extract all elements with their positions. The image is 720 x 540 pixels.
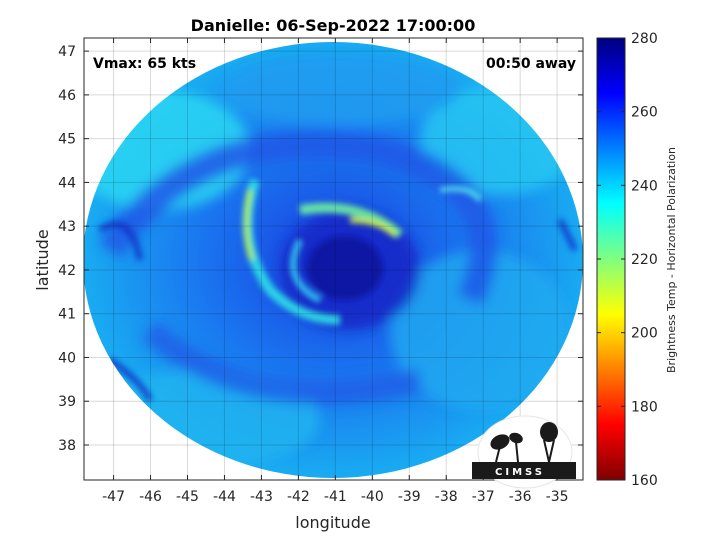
grid <box>84 38 583 480</box>
colorbar: 160 180 200 220 240 260 280 Brightness Temp - … <box>596 31 678 489</box>
x-tick-label: -43 <box>250 489 273 505</box>
x-tick-label: -41 <box>324 489 347 505</box>
x-tick-label: -38 <box>435 489 458 505</box>
vmax-annotation: Vmax: 65 kts <box>93 56 196 72</box>
colorbar-tick-label: 240 <box>631 178 658 194</box>
colorbar-tick-label: 180 <box>631 399 658 415</box>
colorbar-tick-label: 160 <box>631 473 658 489</box>
y-tick-label: 42 <box>58 263 76 279</box>
x-tick-label: -40 <box>361 489 384 505</box>
chart-title: Danielle: 06-Sep-2022 17:00:00 <box>191 16 476 35</box>
y-tick-label: 44 <box>58 175 76 191</box>
x-axis: -47 -46 -45 -44 -43 -42 -41 -40 -39 -38 -37 -36 -35 <box>102 38 569 505</box>
swath-image <box>84 42 583 478</box>
time-offset-annotation: 00:50 away <box>486 56 576 72</box>
colorbar-gradient <box>596 37 626 481</box>
colorbar-ticks: 160 180 200 220 240 260 280 <box>597 31 658 489</box>
x-tick-label: -39 <box>398 489 421 505</box>
cimss-logo: CIMSS <box>472 415 576 489</box>
x-tick-label: -47 <box>102 489 125 505</box>
x-tick-label: -42 <box>287 489 310 505</box>
x-tick-label: -45 <box>176 489 199 505</box>
y-axis-label: latitude <box>33 229 52 290</box>
y-tick-label: 47 <box>58 44 76 60</box>
colorbar-label: Brightness Temp - Horizontal Polarizatio… <box>665 147 678 373</box>
y-tick-label: 38 <box>58 438 76 454</box>
y-tick-label: 41 <box>58 307 76 323</box>
y-tick-label: 45 <box>58 132 76 148</box>
x-tick-label: -44 <box>213 489 236 505</box>
y-tick-label: 43 <box>58 219 76 235</box>
x-axis-label: longitude <box>295 513 370 532</box>
axes-box <box>83 37 584 481</box>
colorbar-tick-label: 220 <box>631 252 658 268</box>
colorbar-tick-label: 260 <box>631 105 658 121</box>
y-tick-label: 39 <box>58 394 76 410</box>
x-tick-label: -36 <box>509 489 532 505</box>
colorbar-tick-label: 200 <box>631 326 658 342</box>
y-axis: 38 39 40 41 42 43 44 45 46 47 <box>58 44 583 454</box>
x-tick-label: -37 <box>472 489 495 505</box>
x-tick-label: -35 <box>546 489 569 505</box>
y-tick-label: 40 <box>58 350 76 366</box>
x-tick-label: -46 <box>139 489 162 505</box>
y-tick-label: 46 <box>58 88 76 104</box>
colorbar-tick-label: 280 <box>631 31 658 47</box>
cimss-logo-text: CIMSS <box>495 467 545 478</box>
